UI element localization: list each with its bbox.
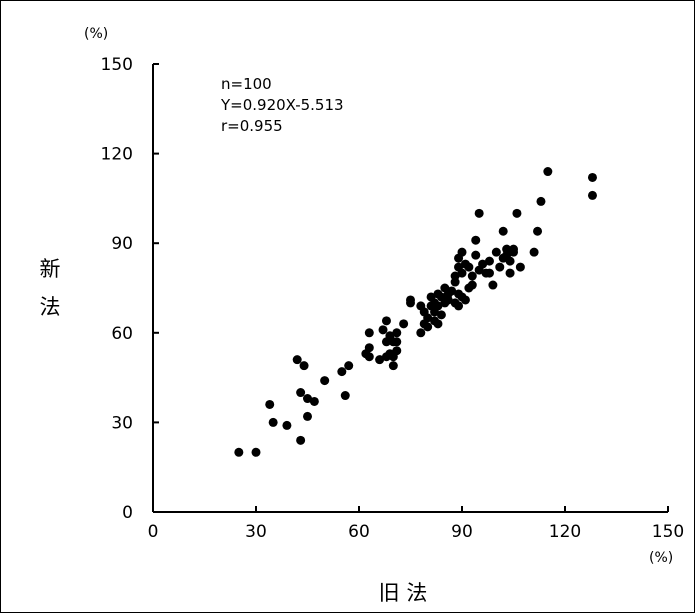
- data-point: [587, 172, 597, 182]
- data-point: [340, 391, 350, 401]
- data-point: [433, 319, 443, 329]
- data-point: [344, 361, 354, 371]
- data-point: [364, 352, 374, 362]
- data-point: [515, 262, 525, 272]
- data-point: [433, 301, 443, 311]
- data-point: [406, 295, 415, 305]
- data-point: [457, 247, 467, 257]
- data-point: [234, 447, 244, 457]
- data-point: [467, 280, 477, 290]
- data-point: [505, 256, 515, 266]
- data-point: [474, 208, 484, 218]
- data-point: [303, 394, 312, 404]
- annotation-r: r=0.955: [221, 117, 283, 135]
- data-point: [296, 388, 306, 398]
- data-point: [392, 346, 402, 356]
- x-tick-label: 120: [549, 522, 581, 542]
- y-tick-label: 90: [111, 234, 133, 254]
- data-point: [471, 235, 481, 245]
- x-tick-label: 150: [652, 522, 684, 542]
- data-point: [392, 328, 402, 338]
- data-point: [251, 447, 261, 457]
- data-point: [364, 328, 374, 338]
- data-point: [529, 247, 539, 257]
- data-point: [587, 190, 597, 200]
- data-point: [450, 271, 460, 281]
- y-ticks: 0 30 60 90 120 150: [101, 55, 159, 523]
- data-point: [364, 343, 374, 353]
- data-point: [292, 355, 302, 365]
- data-point: [454, 301, 464, 311]
- data-point: [296, 435, 306, 445]
- data-point: [399, 319, 409, 329]
- data-point: [543, 167, 553, 177]
- data-points: [234, 167, 597, 457]
- annotation-n: n=100: [221, 75, 272, 93]
- y-tick-label: 120: [101, 145, 133, 165]
- y-axis-title: 新法: [40, 257, 61, 319]
- data-point: [447, 286, 457, 296]
- data-point: [471, 250, 481, 260]
- data-point: [478, 259, 488, 269]
- axes: 0 30 60 90 120 150 0 30 60 90 120 150: [101, 55, 685, 542]
- data-point: [423, 322, 433, 332]
- data-point: [536, 196, 546, 206]
- x-ticks: 0 30 60 90 120 150: [148, 506, 684, 542]
- data-point: [498, 226, 508, 236]
- data-point: [533, 226, 543, 236]
- x-tick-label: 30: [245, 522, 267, 542]
- data-point: [509, 247, 518, 257]
- data-point: [309, 396, 319, 406]
- data-point: [265, 399, 275, 409]
- annotation-equation: Y=0.920X-5.513: [220, 96, 344, 114]
- data-point: [375, 355, 385, 365]
- data-point: [320, 376, 330, 386]
- data-point: [488, 280, 498, 290]
- data-point: [392, 337, 402, 347]
- data-point: [460, 295, 470, 305]
- x-unit-label: (%): [649, 550, 673, 566]
- data-point: [381, 316, 391, 326]
- x-tick-label: 0: [148, 522, 159, 542]
- y-tick-label: 150: [101, 55, 133, 75]
- data-point: [416, 328, 426, 338]
- data-point: [491, 247, 501, 257]
- x-axis-title: 旧 法: [379, 581, 428, 605]
- data-point: [388, 361, 398, 371]
- data-point: [282, 420, 292, 430]
- data-point: [423, 313, 433, 323]
- y-tick-label: 60: [111, 324, 133, 344]
- data-point: [464, 262, 474, 272]
- y-tick-label: 30: [111, 413, 133, 433]
- data-point: [268, 417, 278, 427]
- data-point: [378, 325, 388, 335]
- x-tick-label: 90: [451, 522, 473, 542]
- x-tick-label: 60: [348, 522, 370, 542]
- y-tick-label: 0: [122, 503, 133, 523]
- data-point: [457, 268, 467, 278]
- data-point: [512, 208, 522, 218]
- data-point: [467, 271, 477, 281]
- data-point: [495, 262, 505, 272]
- data-point: [337, 367, 347, 377]
- y-unit-label: (%): [84, 26, 108, 42]
- data-point: [484, 256, 494, 266]
- data-point: [505, 268, 515, 278]
- data-point: [303, 411, 312, 421]
- data-point: [484, 268, 494, 278]
- data-point: [299, 361, 309, 371]
- data-point: [436, 310, 446, 320]
